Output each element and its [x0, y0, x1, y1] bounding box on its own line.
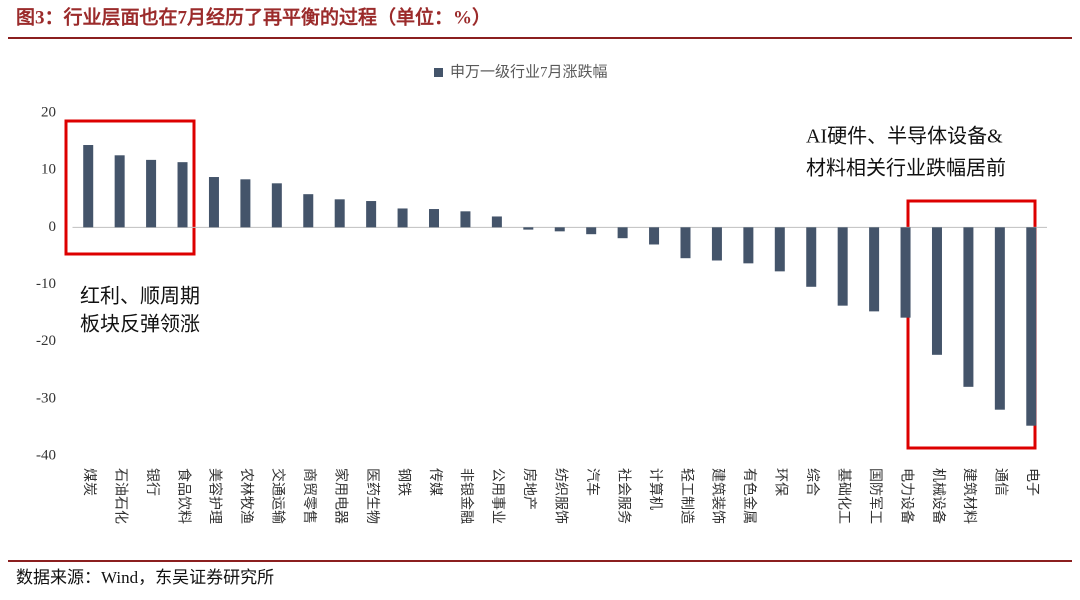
bar: [554, 227, 565, 232]
bar: [523, 227, 534, 230]
x-tick-label: 农林牧渔: [238, 468, 254, 524]
bar: [743, 227, 754, 264]
bar: [931, 227, 942, 355]
y-tick-label: -40: [36, 447, 56, 463]
chart-title: 图3：行业层面也在7月经历了再平衡的过程（单位：%）: [16, 5, 491, 28]
annotation: AI硬件、半导体设备&: [806, 125, 1003, 148]
x-tick-label: 建筑材料: [961, 468, 977, 524]
y-tick-label: -20: [36, 333, 56, 349]
x-tick-label: 环保: [773, 468, 789, 496]
bar: [114, 155, 125, 228]
bar: [334, 199, 345, 228]
bar: [586, 227, 597, 235]
bar: [649, 227, 660, 245]
bar: [208, 177, 219, 228]
x-tick-label: 通信: [993, 468, 1009, 496]
x-tick-label: 轻工制造: [678, 468, 694, 524]
highlight-box: [64, 119, 196, 256]
x-tick-label: 综合: [804, 468, 820, 496]
x-tick-label: 银行: [144, 468, 160, 496]
x-tick-label: 汽车: [584, 468, 601, 496]
x-tick-label: 石油石化: [112, 468, 128, 524]
bar: [711, 227, 722, 261]
x-tick-label: 房地产: [521, 468, 537, 510]
bar: [774, 227, 785, 272]
bar: [994, 227, 1005, 410]
bar: [1026, 227, 1037, 426]
legend-swatch: [434, 68, 443, 77]
bar: [680, 227, 691, 259]
bar: [83, 145, 94, 228]
bar: [240, 179, 251, 228]
annotation: 板块反弹领涨: [80, 313, 200, 336]
bar: [397, 208, 408, 228]
x-tick-label: 美容护理: [207, 468, 224, 524]
bar: [177, 162, 188, 228]
x-tick-label: 家用电器: [332, 468, 349, 524]
annotation: 材料相关行业跌幅居前: [806, 157, 1006, 180]
bar: [491, 216, 502, 228]
y-tick-label: 20: [41, 104, 56, 120]
x-tick-label: 基础化工: [835, 468, 852, 524]
y-tick-label: -30: [36, 390, 56, 406]
x-tick-label: 有色金属: [741, 468, 758, 524]
y-tick-label: 0: [49, 219, 57, 235]
x-tick-label: 商贸零售: [301, 468, 317, 524]
annotation: 红利、顺周期: [80, 285, 200, 308]
x-tick-label: 社会服务: [615, 468, 631, 524]
x-tick-label: 钢铁: [395, 468, 411, 496]
bar: [460, 211, 471, 228]
y-tick-label: 10: [41, 162, 56, 178]
bar: [900, 227, 911, 318]
x-tick-label: 煤炭: [81, 468, 97, 496]
bar: [837, 227, 848, 306]
x-tick-label: 纺织服饰: [553, 468, 569, 524]
bar: [271, 183, 282, 228]
bar: [806, 227, 817, 287]
bar: [146, 159, 157, 228]
source-note: 数据来源：Wind，东吴证券研究所: [16, 568, 274, 587]
y-tick-label: -10: [36, 276, 56, 292]
x-tick-label: 公用事业: [490, 468, 506, 524]
x-tick-label: 医药生物: [364, 468, 380, 524]
x-tick-label: 交通运输: [270, 468, 287, 524]
bar: [366, 201, 377, 228]
bar: [963, 227, 974, 387]
x-tick-label: 非银金融: [458, 468, 474, 524]
x-tick-label: 电力设备: [898, 468, 915, 524]
bar: [617, 227, 628, 239]
bar: [869, 227, 880, 312]
x-tick-label: 食品饮料: [175, 468, 192, 524]
x-tick-label: 机械设备: [930, 468, 947, 524]
x-tick-label: 建筑装饰: [710, 468, 726, 524]
x-tick-label: 国防军工: [867, 468, 883, 524]
legend-label: 申万一级行业7月涨跌幅: [450, 63, 608, 80]
bar: [303, 194, 314, 228]
x-tick-label: 电子: [1024, 468, 1040, 496]
x-tick-label: 传媒: [427, 468, 443, 496]
bar: [429, 209, 440, 228]
x-tick-label: 计算机: [647, 468, 663, 510]
